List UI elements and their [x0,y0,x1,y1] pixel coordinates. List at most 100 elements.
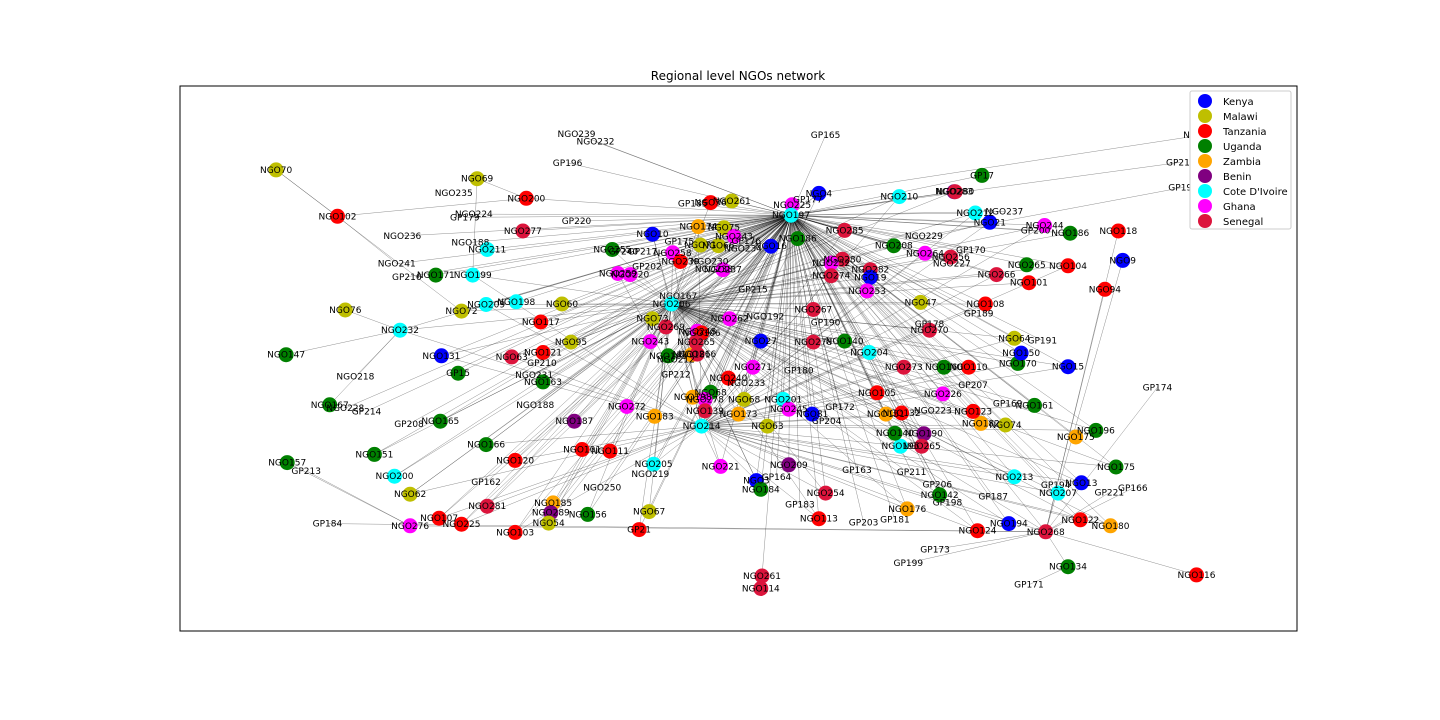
network-edge [701,225,1045,427]
network-edge [337,216,397,264]
network-edge [671,196,900,305]
node-label: GP175 [665,237,695,247]
network-node [1006,469,1022,485]
node-label: NGO171 [417,271,455,281]
node-label: GP172 [825,403,855,413]
network-node [974,167,990,183]
node-label: NGO231 [515,371,553,381]
node-label: NGO218 [336,373,374,383]
network-edge [409,303,672,495]
network-edge [776,215,792,477]
node-label: NGO255 [593,246,631,256]
network-edge [306,470,411,526]
network-edge [286,330,401,355]
node-label: NGO108 [966,300,1004,310]
node-label: NGO184 [742,485,780,495]
node-label: GP15 [446,369,470,379]
network-node [811,185,827,201]
network-edge [653,425,702,465]
network-edge [790,196,900,216]
node-label: GP189 [964,309,994,319]
network-edge [630,274,672,305]
network-edge [581,215,792,450]
network-edge [653,215,792,465]
network-edge [709,215,792,262]
network-edge [671,303,784,400]
network-edge [638,215,792,530]
network-node [535,374,551,390]
node-label: NGO254 [807,489,845,499]
network-node [1006,330,1022,346]
network-edge [671,256,951,305]
legend-label: Malawi [1223,112,1258,123]
network-edge [671,202,711,305]
network-edge [623,215,792,252]
node-label: NGO124 [959,527,997,537]
network-node [886,238,902,254]
network-edge [790,175,983,216]
network-node [1073,475,1089,491]
legend-label: Ghana [1223,202,1256,213]
node-label: NGO167 [659,292,697,302]
network-edge [671,303,730,319]
network-edge [671,303,761,342]
node-label: NGO174 [679,223,717,233]
network-edge [701,425,826,494]
node-label: NGO75 [708,224,740,234]
network-node [726,228,742,244]
node-label: NGO230 [691,258,729,268]
node-label: NGO278 [794,338,832,348]
node-label: NGO236 [383,232,421,242]
network-edge [485,215,792,483]
node-label: NGO225 [773,201,811,211]
network-edge [701,265,1069,427]
network-edge [345,309,401,331]
network-node [465,267,481,283]
node-label: NGO224 [455,210,493,220]
chart-title: Regional level NGOs network [651,69,826,83]
node-label: NGO188 [516,401,554,411]
node-label: GP163 [842,466,872,476]
network-edge [790,212,976,216]
node-label: NGO66 [702,242,735,252]
node-label: NGO245 [770,405,808,415]
network-node [697,391,713,407]
network-node [805,334,821,350]
node-label: NGO167 [311,401,349,411]
network-edge [671,303,754,368]
network-node [507,452,523,468]
node-label: GP208 [394,420,424,430]
network-edge [671,303,974,412]
network-node [1027,397,1042,413]
node-label: NGO47 [904,298,936,308]
network-edge [526,198,792,216]
network-edge [522,215,792,232]
network-edge [729,215,792,319]
network-node [781,457,797,473]
network-node [604,242,620,257]
network-edge [486,425,702,445]
network-edge [374,215,792,455]
network-edge [374,303,672,455]
node-label: NGO225 [443,520,481,530]
legend-marker [1198,124,1212,138]
network-edge [701,424,1006,427]
network-node [899,501,915,517]
node-label: NGO233 [727,379,765,389]
node-label: NGO243 [631,338,669,348]
node-label: NGO163 [649,352,687,362]
node-label: NGO116 [1178,571,1216,581]
network-edge [701,275,832,427]
network-node [703,195,719,211]
node-label: NGO281 [468,502,506,512]
node-label: NGO283 [935,188,973,198]
network-edge [671,245,719,305]
network-node [574,442,590,457]
network-node [967,205,983,221]
network-edge [790,215,1006,426]
network-node [710,238,726,254]
node-label: NGO107 [420,514,458,524]
network-node [1068,429,1084,445]
node-label: NGO81 [796,410,828,420]
node-label: GP203 [849,519,879,529]
